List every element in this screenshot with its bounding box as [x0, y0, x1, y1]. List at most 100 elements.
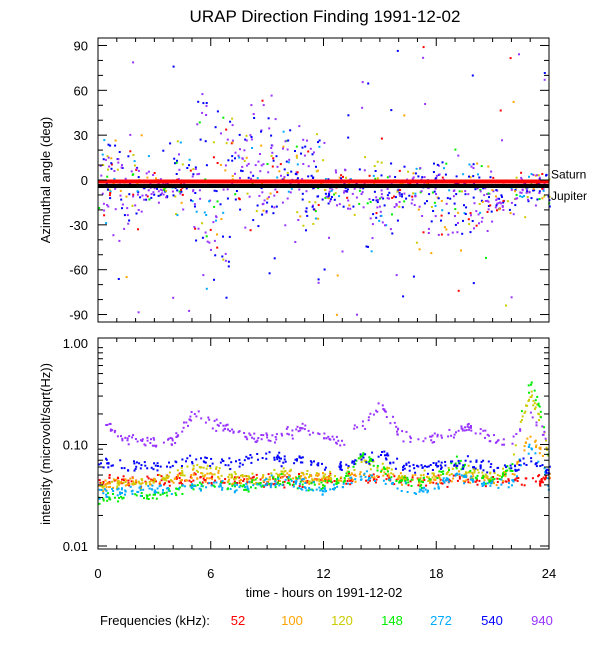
azimuth-point [472, 175, 475, 178]
intensity-point-540 [421, 466, 424, 469]
intensity-point-52 [393, 483, 396, 486]
azimuth-point [229, 120, 232, 123]
azimuth-point [118, 151, 121, 153]
intensity-point-540 [353, 460, 356, 463]
intensity-point-52 [121, 478, 123, 481]
intensity-point-940 [502, 438, 505, 441]
intensity-point-940 [141, 438, 144, 441]
azimuth-point [179, 192, 182, 195]
intensity-point-148 [491, 478, 494, 481]
intensity-point-940 [291, 437, 294, 440]
intensity-point-52 [168, 481, 171, 483]
intensity-point-52 [160, 479, 163, 482]
intensity-point-100 [304, 480, 307, 483]
intensity-point-272 [388, 478, 391, 481]
intensity-point-272 [161, 491, 164, 494]
intensity-point-100 [191, 468, 194, 471]
intensity-point-52 [246, 481, 249, 484]
intensity-point-148 [502, 474, 504, 477]
azimuth-point [316, 169, 319, 172]
azimuth-point [241, 157, 244, 160]
intensity-point-120 [465, 472, 468, 475]
intensity-point-272 [446, 477, 449, 480]
azimuth-point [336, 274, 339, 277]
intensity-point-272 [300, 487, 303, 490]
azimuth-point [225, 296, 228, 299]
azimuth-point [276, 165, 279, 168]
intensity-point-540 [451, 460, 454, 463]
intensity-point-100 [322, 472, 324, 475]
azimuth-point [103, 209, 106, 212]
azimuth-point [370, 250, 373, 253]
intensity-point-148 [500, 476, 503, 479]
azimuth-point [521, 196, 524, 198]
azimuth-point [372, 174, 375, 177]
intensity-point-120 [423, 469, 426, 472]
intensity-point-940 [287, 433, 290, 436]
intensity-point-148 [140, 492, 143, 494]
azimuth-point [157, 190, 160, 193]
azimuth-point [412, 172, 415, 175]
azimuth-point [538, 198, 541, 200]
intensity-point-540 [191, 461, 194, 464]
azimuth-point [275, 205, 278, 208]
intensity-point-52 [541, 481, 544, 484]
azimuth-point [231, 117, 234, 120]
intensity-point-540 [385, 458, 388, 461]
intensity-point-120 [244, 475, 247, 477]
azimuth-point [212, 141, 215, 144]
intensity-point-940 [317, 432, 320, 435]
azimuth-point [190, 199, 192, 202]
azimuth-point [329, 198, 332, 201]
azimuth-point [272, 212, 275, 215]
intensity-point-120 [385, 468, 388, 471]
intensity-point-148 [279, 483, 282, 485]
intensity-point-100 [141, 482, 144, 485]
azimuth-point [380, 174, 383, 177]
intensity-point-148 [201, 485, 204, 488]
intensity-point-272 [544, 473, 546, 476]
intensity-point-540 [402, 468, 404, 471]
azimuth-point [196, 173, 199, 176]
azimuth-point [368, 198, 371, 201]
intensity-point-540 [479, 467, 482, 470]
intensity-point-272 [295, 481, 298, 484]
intensity-point-272 [191, 483, 194, 486]
azimuth-point [498, 197, 501, 200]
intensity-point-52 [243, 478, 246, 481]
intensity-point-100 [249, 481, 252, 484]
intensity-point-540 [475, 459, 478, 462]
intensity-point-148 [357, 457, 360, 460]
intensity-point-940 [153, 444, 156, 447]
azimuth-point [304, 145, 307, 148]
azimuth-point [109, 190, 112, 193]
intensity-point-100 [452, 477, 455, 480]
intensity-point-100 [308, 482, 311, 485]
intensity-point-148 [383, 468, 386, 471]
azimuth-point [403, 114, 406, 117]
intensity-point-100 [325, 481, 328, 484]
intensity-point-120 [117, 483, 120, 486]
azimuth-point [398, 193, 401, 196]
intensity-point-272 [437, 487, 440, 490]
intensity-point-540 [139, 467, 142, 470]
intensity-point-100 [419, 477, 422, 480]
intensity-point-120 [122, 481, 125, 484]
azimuth-point [296, 163, 299, 166]
azimuth-point [426, 200, 428, 203]
intensity-point-272 [364, 475, 367, 478]
azimuth-point [203, 211, 206, 214]
azimuth-point [178, 190, 181, 193]
intensity-point-940 [467, 422, 470, 425]
intensity-point-52 [423, 479, 426, 481]
intensity-point-52 [194, 473, 197, 476]
intensity-point-940 [484, 429, 487, 432]
intensity-point-940 [144, 444, 147, 447]
azimuth-point [443, 226, 446, 229]
azimuth-point [453, 202, 456, 205]
intensity-point-120 [202, 466, 205, 469]
azimuth-point [193, 226, 196, 228]
intensity-point-540 [392, 461, 395, 464]
azimuth-point [335, 171, 338, 174]
intensity-point-100 [523, 449, 526, 452]
